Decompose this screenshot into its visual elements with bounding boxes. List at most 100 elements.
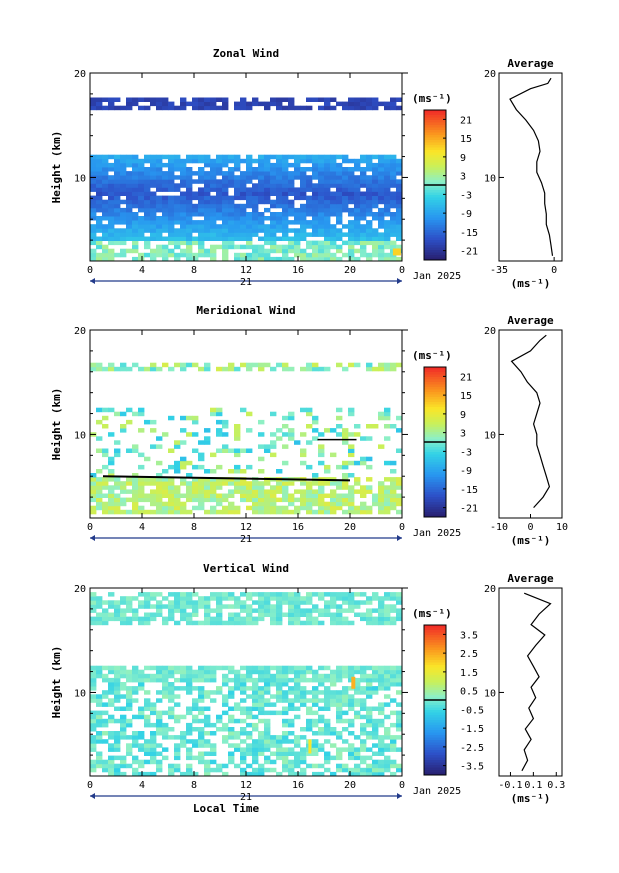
heatmap-cell (120, 722, 127, 728)
heatmap-cell (264, 505, 271, 511)
heatmap-cell (228, 743, 235, 748)
heatmap-cell (204, 158, 211, 164)
heatmap-cell (168, 105, 175, 111)
heatmap-cell (168, 698, 175, 703)
heatmap-cell (396, 735, 403, 740)
heatmap-cell (390, 199, 397, 205)
heatmap-cell (186, 739, 193, 744)
heatmap-cell (168, 686, 175, 691)
heatmap-cell (102, 600, 109, 605)
heatmap-cell (186, 686, 193, 691)
heatmap-cell (210, 751, 217, 756)
heatmap-cell (324, 244, 331, 250)
heatmap-cell (126, 706, 133, 711)
heatmap-cell (198, 167, 205, 172)
colorbar-swatch (424, 767, 446, 771)
heatmap-cell (108, 714, 115, 720)
heatmap-cell (366, 191, 373, 196)
heatmap-cell (114, 154, 121, 160)
colorbar-swatch (424, 712, 446, 716)
heatmap-cell (276, 187, 283, 192)
heatmap-cell (138, 207, 145, 213)
heatmap-cell (312, 702, 319, 707)
heatmap-cell (396, 718, 403, 724)
heatmap-cell (204, 97, 211, 102)
heatmap-cell (162, 485, 169, 490)
heatmap-cell (264, 596, 271, 601)
colorbar-swatch (424, 379, 446, 383)
heatmap-cell (162, 101, 169, 107)
heatmap-cell (312, 428, 319, 433)
heatmap-cell (114, 669, 121, 675)
heatmap-cell (156, 714, 163, 720)
colorbar-swatch (424, 147, 446, 151)
heatmap-cell (396, 195, 403, 201)
profile-x-tick-label: -35 (490, 265, 508, 276)
heatmap-cell (306, 690, 313, 695)
heatmap-cell (378, 191, 385, 196)
heatmap-cell (198, 706, 205, 711)
heatmap-cell (222, 175, 229, 180)
heatmap-cell (90, 162, 97, 168)
heatmap-cell (210, 158, 217, 164)
colorbar-swatch (424, 180, 446, 183)
heatmap-cell (318, 706, 325, 711)
heatmap-cell (96, 718, 103, 724)
heatmap-cell (162, 501, 169, 507)
heatmap-cell (300, 690, 307, 695)
heatmap-cell (354, 509, 361, 515)
heatmap-cell (318, 493, 325, 498)
heatmap-cell (294, 244, 301, 250)
heatmap-cell (90, 714, 97, 720)
heatmap-cell (354, 747, 361, 752)
heatmap-cell (378, 195, 385, 201)
heatmap-cell (126, 718, 133, 724)
heatmap-cell (312, 191, 319, 196)
heatmap-cell (246, 771, 253, 777)
heatmap-cell (288, 686, 295, 691)
heatmap-cell (96, 240, 103, 246)
heatmap-cell (318, 187, 325, 192)
colorbar-swatch (424, 652, 446, 656)
heatmap-cell (138, 452, 145, 458)
heatmap-cell (186, 191, 193, 196)
heatmap-cell (204, 232, 211, 237)
heatmap-cell (216, 407, 223, 413)
heatmap-cell (210, 216, 217, 221)
heatmap-cell (174, 665, 181, 671)
heatmap-cell (294, 706, 301, 711)
heatmap-cell (168, 224, 175, 229)
colorbar-swatch (424, 665, 446, 668)
heatmap-cell (312, 604, 319, 609)
heatmap-cell (246, 195, 253, 201)
heatmap-cell (216, 191, 223, 196)
heatmap-cell (372, 673, 379, 679)
heatmap-cell (312, 501, 319, 507)
heatmap-cell (354, 489, 361, 494)
heatmap-cell (324, 97, 331, 102)
heatmap-cell (174, 755, 181, 761)
heatmap-cell (144, 677, 151, 683)
heatmap-cell (186, 207, 193, 213)
heatmap-cell (318, 154, 325, 160)
heatmap-cell (240, 485, 247, 490)
heatmap-cell (180, 596, 187, 601)
heatmap-cell (318, 228, 325, 233)
heatmap-cell (216, 477, 223, 482)
heatmap-cell (336, 236, 343, 241)
heatmap-cell (318, 497, 325, 503)
heatmap-cell (168, 501, 175, 507)
heatmap-cell (288, 698, 295, 703)
heatmap-cell (216, 767, 223, 773)
heatmap-cell (258, 600, 265, 605)
heatmap-cell (336, 714, 343, 720)
heatmap-cell (168, 236, 175, 241)
heatmap-cell (90, 167, 97, 172)
heatmap-cell (276, 154, 283, 160)
heatmap-cell (186, 224, 193, 229)
heatmap-cell (132, 669, 139, 675)
heatmap-cell (186, 236, 193, 241)
heatmap-cell (108, 179, 115, 184)
heatmap-cell (318, 105, 325, 111)
